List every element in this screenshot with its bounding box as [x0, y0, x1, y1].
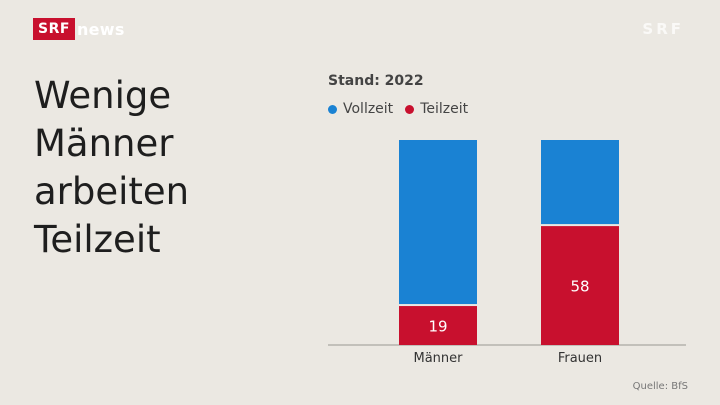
headline: Wenige Männer arbeiten Teilzeit — [34, 72, 294, 264]
bar-teilzeit-frauen — [541, 226, 619, 345]
legend-dot-teilzeit — [405, 104, 415, 114]
bar-teilzeit-männer — [399, 306, 477, 345]
category-label-frauen: Frauen — [558, 351, 602, 366]
bar-vollzeit-männer — [399, 140, 477, 305]
headline-line: Teilzeit — [34, 218, 161, 261]
headline-line: Männer — [34, 122, 174, 165]
srf-news-logo: SRF news — [33, 18, 125, 40]
headline-line: Wenige — [34, 74, 172, 117]
srf-watermark: SRF — [642, 20, 684, 38]
legend-label-teilzeit: Teilzeit — [420, 101, 469, 117]
news-logo-text: news — [76, 19, 125, 39]
chart-subtitle: Stand: 2022 — [328, 73, 424, 89]
legend-label-vollzeit: Vollzeit — [343, 101, 394, 117]
legend-item-vollzeit: Vollzeit — [328, 101, 393, 117]
srf-logo-mark: SRF — [33, 18, 75, 40]
legend-dot-vollzeit — [328, 104, 337, 114]
bar-vollzeit-frauen — [541, 140, 619, 225]
legend-item-teilzeit: Teilzeit — [405, 101, 468, 117]
chart-legend: Vollzeit Teilzeit — [328, 101, 480, 117]
category-label-männer: Männer — [413, 351, 463, 366]
data-label-frauen: 58 — [570, 278, 589, 296]
headline-line: arbeiten — [34, 170, 190, 213]
source-note: Quelle: BfS — [632, 381, 688, 392]
data-label-männer: 19 — [428, 318, 447, 336]
